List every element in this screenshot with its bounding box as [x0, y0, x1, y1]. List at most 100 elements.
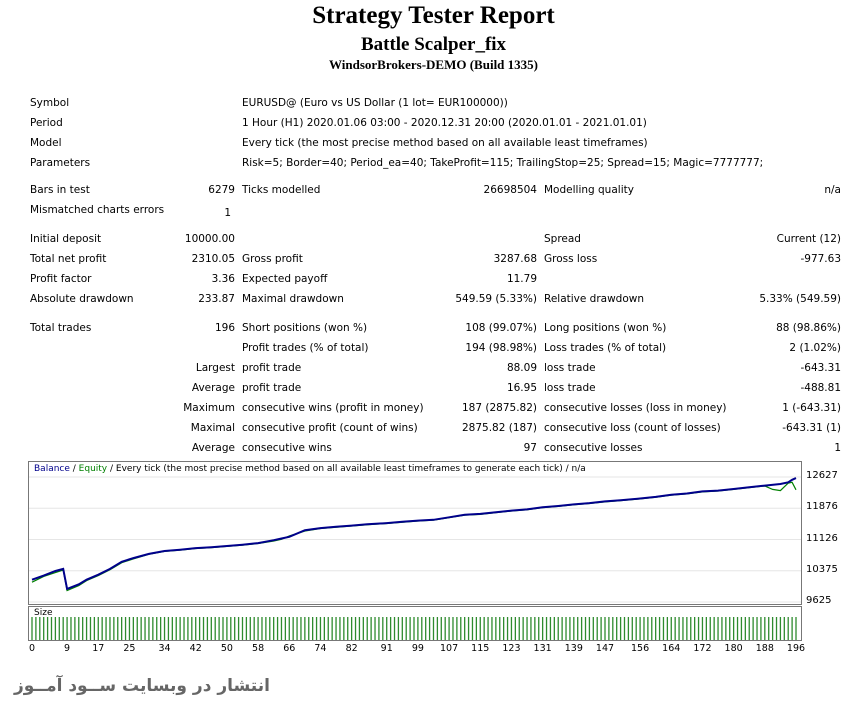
quality-value: n/a — [824, 184, 841, 196]
average-label: Average — [191, 382, 235, 394]
gross-loss-label: Gross loss — [544, 253, 598, 265]
ticks-label: Ticks modelled — [242, 184, 321, 196]
y-tick-label: 12627 — [806, 470, 838, 481]
x-tick-label: 91 — [380, 643, 393, 654]
net-profit-label: Total net profit — [30, 253, 107, 265]
report-title: Strategy Tester Report — [312, 2, 555, 29]
x-tick-label: 74 — [314, 643, 327, 654]
balance-chart-svg — [29, 476, 801, 603]
profit-factor-label: Profit factor — [30, 273, 92, 285]
average-consecutive-label: Average — [191, 442, 235, 454]
x-tick-label: 99 — [411, 643, 424, 654]
relative-drawdown-label: Relative drawdown — [544, 293, 645, 305]
max-consecutive-wins-label: consecutive wins (profit in money) — [242, 402, 424, 414]
absolute-drawdown-value: 233.87 — [198, 293, 235, 305]
maximal-drawdown-label: Maximal drawdown — [242, 293, 344, 305]
x-tick-label: 139 — [564, 643, 583, 654]
max-consecutive-losses-value: 1 (-643.31) — [782, 402, 841, 414]
model-label: Model — [30, 137, 62, 149]
server-build: WindsorBrokers-DEMO (Build 1335) — [329, 57, 538, 72]
model-value: Every tick (the most precise method base… — [242, 137, 648, 149]
deposit-value: 10000.00 — [184, 233, 235, 245]
average-consecutive-losses-value: 1 — [834, 442, 841, 454]
x-tick-label: 180 — [724, 643, 743, 654]
net-profit-value: 2310.05 — [191, 253, 235, 265]
deposit-label: Initial deposit — [30, 233, 102, 245]
x-tick-label: 34 — [158, 643, 171, 654]
profit-factor-value: 3.36 — [211, 273, 235, 285]
balance-line — [31, 477, 797, 591]
y-tick-label: 9625 — [806, 595, 832, 606]
x-tick-label: 82 — [345, 643, 358, 654]
symbol-label: Symbol — [30, 97, 70, 109]
max-consecutive-losses-label: consecutive losses (loss in money) — [544, 402, 727, 414]
size-histogram — [31, 617, 797, 640]
x-tick-label: 58 — [252, 643, 265, 654]
largest-loss-trade-value: -643.31 — [800, 362, 841, 374]
spread-value: Current (12) — [776, 233, 841, 245]
x-tick-label: 188 — [755, 643, 774, 654]
relative-drawdown-value: 5.33% (549.59) — [759, 293, 841, 305]
maximal-consecutive-profit-label: consecutive profit (count of wins) — [242, 422, 418, 434]
largest-profit-trade-value: 88.09 — [506, 362, 537, 374]
x-tick-label: 115 — [471, 643, 490, 654]
legend-equity: Equity — [78, 464, 108, 474]
footer-watermark: انتشار در وبسایت ســود آمــوز — [14, 676, 270, 696]
x-tick-label: 172 — [693, 643, 712, 654]
maximal-consecutive-profit-value: 2875.82 (187) — [462, 422, 537, 434]
y-tick-label: 10375 — [806, 563, 838, 575]
profit-trades-label: Profit trades (% of total) — [242, 342, 369, 354]
parameters-value: Risk=5; Border=40; Period_ea=40; TakePro… — [242, 157, 764, 169]
expected-payoff-label: Expected payoff — [242, 273, 328, 285]
x-tick-label: 25 — [123, 643, 136, 654]
symbol-value: EURUSD@ (Euro vs US Dollar (1 lot= EUR10… — [242, 97, 508, 109]
legend-description: / Every tick (the most precise method ba… — [107, 464, 586, 474]
x-tick-label: 0 — [28, 643, 36, 654]
total-trades-label: Total trades — [30, 322, 92, 334]
gross-profit-value: 3287.68 — [493, 253, 537, 265]
period-value: 1 Hour (H1) 2020.01.06 03:00 - 2020.12.3… — [242, 117, 647, 129]
average-profit-trade-label: profit trade — [242, 382, 302, 394]
long-positions-value: 88 (98.86%) — [776, 322, 841, 334]
maximal-drawdown-value: 549.59 (5.33%) — [455, 293, 537, 305]
average-consecutive-wins-value: 97 — [523, 442, 537, 454]
total-trades-value: 196 — [214, 322, 235, 334]
x-tick-label: 9 — [64, 643, 71, 654]
chart-legend: Balance / Equity / Every tick (the most … — [34, 464, 586, 474]
gross-loss-value: -977.63 — [800, 253, 841, 265]
size-label: Size — [34, 608, 53, 618]
bars-label: Bars in test — [30, 184, 90, 196]
x-tick-label: 107 — [440, 643, 459, 654]
maximum-label: Maximum — [183, 402, 235, 414]
equity-line — [31, 481, 797, 592]
largest-label: Largest — [195, 362, 235, 374]
legend-balance: Balance — [34, 464, 70, 474]
absolute-drawdown-label: Absolute drawdown — [30, 293, 134, 305]
loss-trades-label: Loss trades (% of total) — [544, 342, 667, 354]
spread-label: Spread — [544, 233, 581, 245]
x-tick-label: 50 — [220, 643, 233, 654]
x-tick-label: 196 — [786, 643, 806, 654]
period-label: Period — [30, 117, 63, 129]
legend-sep: / — [69, 464, 79, 474]
balance-chart: Balance / Equity / Every tick (the most … — [28, 461, 802, 605]
y-tick-label: 11126 — [806, 532, 838, 544]
short-positions-label: Short positions (won %) — [242, 322, 368, 334]
ticks-value: 26698504 — [483, 184, 537, 196]
parameters-label: Parameters — [30, 157, 91, 169]
gross-profit-label: Gross profit — [242, 253, 303, 265]
average-loss-trade-label: loss trade — [544, 382, 596, 394]
x-tick-label: 66 — [283, 643, 296, 654]
profit-trades-value: 194 (98.98%) — [465, 342, 537, 354]
y-tick-label: 11876 — [806, 501, 838, 513]
average-consecutive-wins-label: consecutive wins — [242, 442, 332, 454]
long-positions-label: Long positions (won %) — [544, 322, 667, 334]
size-panel: Size — [28, 606, 802, 641]
expected-payoff-value: 11.79 — [506, 273, 537, 285]
x-tick-label: 164 — [662, 643, 681, 654]
average-consecutive-losses-label: consecutive losses — [544, 442, 643, 454]
mismatch-value: 1 — [224, 207, 231, 219]
maximal-label: Maximal — [190, 422, 235, 434]
average-loss-trade-value: -488.81 — [800, 382, 841, 394]
x-tick-label: 17 — [92, 643, 105, 654]
